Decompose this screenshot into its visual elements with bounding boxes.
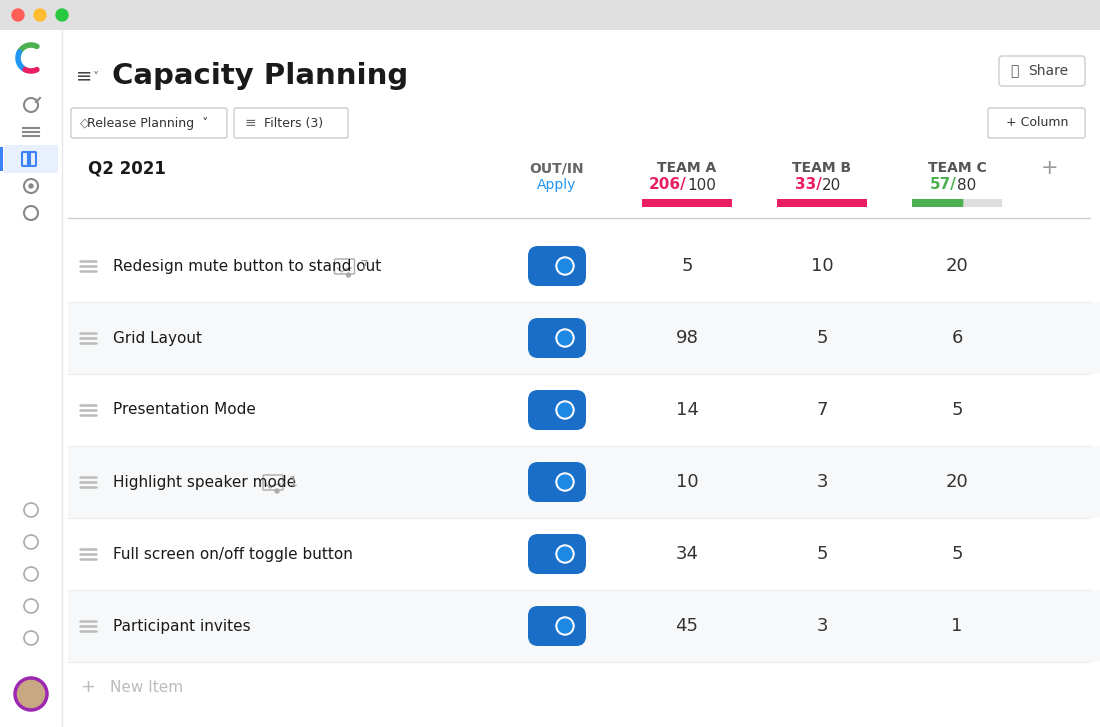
Text: Full screen on/off toggle button: Full screen on/off toggle button bbox=[113, 547, 353, 561]
Text: 20: 20 bbox=[946, 257, 968, 275]
Circle shape bbox=[558, 619, 572, 633]
FancyBboxPatch shape bbox=[68, 446, 1100, 518]
Text: 7: 7 bbox=[360, 259, 368, 273]
Text: Q2 2021: Q2 2021 bbox=[88, 159, 166, 177]
Text: 20: 20 bbox=[822, 177, 842, 193]
Circle shape bbox=[275, 489, 279, 493]
FancyBboxPatch shape bbox=[528, 534, 586, 574]
Circle shape bbox=[556, 257, 574, 275]
FancyBboxPatch shape bbox=[912, 199, 1002, 207]
Circle shape bbox=[558, 259, 572, 273]
Text: +: + bbox=[80, 678, 96, 696]
Text: OUT/IN: OUT/IN bbox=[530, 161, 584, 175]
FancyBboxPatch shape bbox=[528, 606, 586, 646]
Text: 5: 5 bbox=[816, 545, 827, 563]
Text: ≡: ≡ bbox=[244, 116, 256, 130]
Text: Participant invites: Participant invites bbox=[113, 619, 251, 633]
Text: 5: 5 bbox=[816, 329, 827, 347]
Text: 5: 5 bbox=[681, 257, 693, 275]
FancyBboxPatch shape bbox=[0, 30, 1100, 727]
Text: + Column: + Column bbox=[1005, 116, 1068, 129]
FancyBboxPatch shape bbox=[988, 108, 1085, 138]
Text: ◇: ◇ bbox=[80, 116, 90, 129]
Text: ˅: ˅ bbox=[92, 71, 99, 84]
Circle shape bbox=[15, 678, 47, 710]
Text: 3: 3 bbox=[816, 617, 827, 635]
Text: 1: 1 bbox=[288, 475, 297, 489]
FancyBboxPatch shape bbox=[68, 590, 1100, 662]
Text: 20: 20 bbox=[946, 473, 968, 491]
Circle shape bbox=[558, 403, 572, 417]
Text: +: + bbox=[1042, 158, 1059, 178]
FancyBboxPatch shape bbox=[0, 147, 3, 171]
Circle shape bbox=[556, 401, 574, 419]
Text: Capacity Planning: Capacity Planning bbox=[112, 62, 408, 90]
Circle shape bbox=[346, 273, 351, 277]
Circle shape bbox=[558, 475, 572, 489]
Text: Presentation Mode: Presentation Mode bbox=[113, 403, 256, 417]
FancyBboxPatch shape bbox=[777, 199, 867, 207]
Circle shape bbox=[556, 617, 574, 635]
Text: 7: 7 bbox=[816, 401, 827, 419]
Text: ⤴: ⤴ bbox=[1010, 64, 1019, 78]
Text: 10: 10 bbox=[811, 257, 834, 275]
Circle shape bbox=[13, 40, 50, 76]
FancyBboxPatch shape bbox=[777, 199, 867, 207]
FancyBboxPatch shape bbox=[528, 390, 586, 430]
Text: Share: Share bbox=[1027, 64, 1068, 78]
FancyBboxPatch shape bbox=[0, 30, 62, 727]
Text: 5: 5 bbox=[952, 545, 962, 563]
Text: 10: 10 bbox=[675, 473, 698, 491]
Text: 98: 98 bbox=[675, 329, 698, 347]
Text: TEAM B: TEAM B bbox=[792, 161, 851, 175]
Circle shape bbox=[556, 545, 574, 563]
Circle shape bbox=[29, 184, 33, 188]
FancyBboxPatch shape bbox=[999, 56, 1085, 86]
Text: Redesign mute button to stand out: Redesign mute button to stand out bbox=[113, 259, 382, 273]
Text: 100: 100 bbox=[688, 177, 716, 193]
FancyBboxPatch shape bbox=[62, 30, 1100, 727]
Text: Highlight speaker mode: Highlight speaker mode bbox=[113, 475, 296, 489]
Circle shape bbox=[556, 329, 574, 347]
Text: 5: 5 bbox=[952, 401, 962, 419]
FancyBboxPatch shape bbox=[528, 462, 586, 502]
Text: 80: 80 bbox=[957, 177, 977, 193]
Text: ≡: ≡ bbox=[76, 66, 92, 86]
FancyBboxPatch shape bbox=[68, 374, 1100, 446]
Text: 45: 45 bbox=[675, 617, 698, 635]
FancyBboxPatch shape bbox=[4, 145, 58, 173]
Text: New Item: New Item bbox=[110, 680, 183, 694]
Circle shape bbox=[56, 9, 68, 21]
Text: 34: 34 bbox=[675, 545, 698, 563]
FancyBboxPatch shape bbox=[68, 230, 1100, 302]
FancyBboxPatch shape bbox=[642, 199, 732, 207]
Text: Release Planning  ˅: Release Planning ˅ bbox=[87, 116, 209, 129]
Text: 57/: 57/ bbox=[931, 177, 957, 193]
Circle shape bbox=[558, 331, 572, 345]
Text: Apply: Apply bbox=[537, 178, 576, 192]
Circle shape bbox=[556, 473, 574, 491]
FancyBboxPatch shape bbox=[528, 318, 586, 358]
FancyBboxPatch shape bbox=[234, 108, 348, 138]
Text: Grid Layout: Grid Layout bbox=[113, 331, 202, 345]
Text: Filters (3): Filters (3) bbox=[264, 116, 323, 129]
Text: 33/: 33/ bbox=[795, 177, 822, 193]
Circle shape bbox=[558, 547, 572, 561]
Circle shape bbox=[12, 9, 24, 21]
FancyBboxPatch shape bbox=[68, 518, 1100, 590]
Text: TEAM C: TEAM C bbox=[927, 161, 987, 175]
FancyBboxPatch shape bbox=[642, 199, 732, 207]
Text: 206/: 206/ bbox=[649, 177, 688, 193]
Text: 14: 14 bbox=[675, 401, 698, 419]
FancyBboxPatch shape bbox=[0, 0, 1100, 30]
Text: 1: 1 bbox=[952, 617, 962, 635]
Circle shape bbox=[34, 9, 46, 21]
Text: TEAM A: TEAM A bbox=[658, 161, 716, 175]
Text: 3: 3 bbox=[816, 473, 827, 491]
FancyBboxPatch shape bbox=[912, 199, 964, 207]
FancyBboxPatch shape bbox=[68, 302, 1100, 374]
FancyBboxPatch shape bbox=[528, 246, 586, 286]
FancyBboxPatch shape bbox=[72, 108, 227, 138]
Text: 6: 6 bbox=[952, 329, 962, 347]
